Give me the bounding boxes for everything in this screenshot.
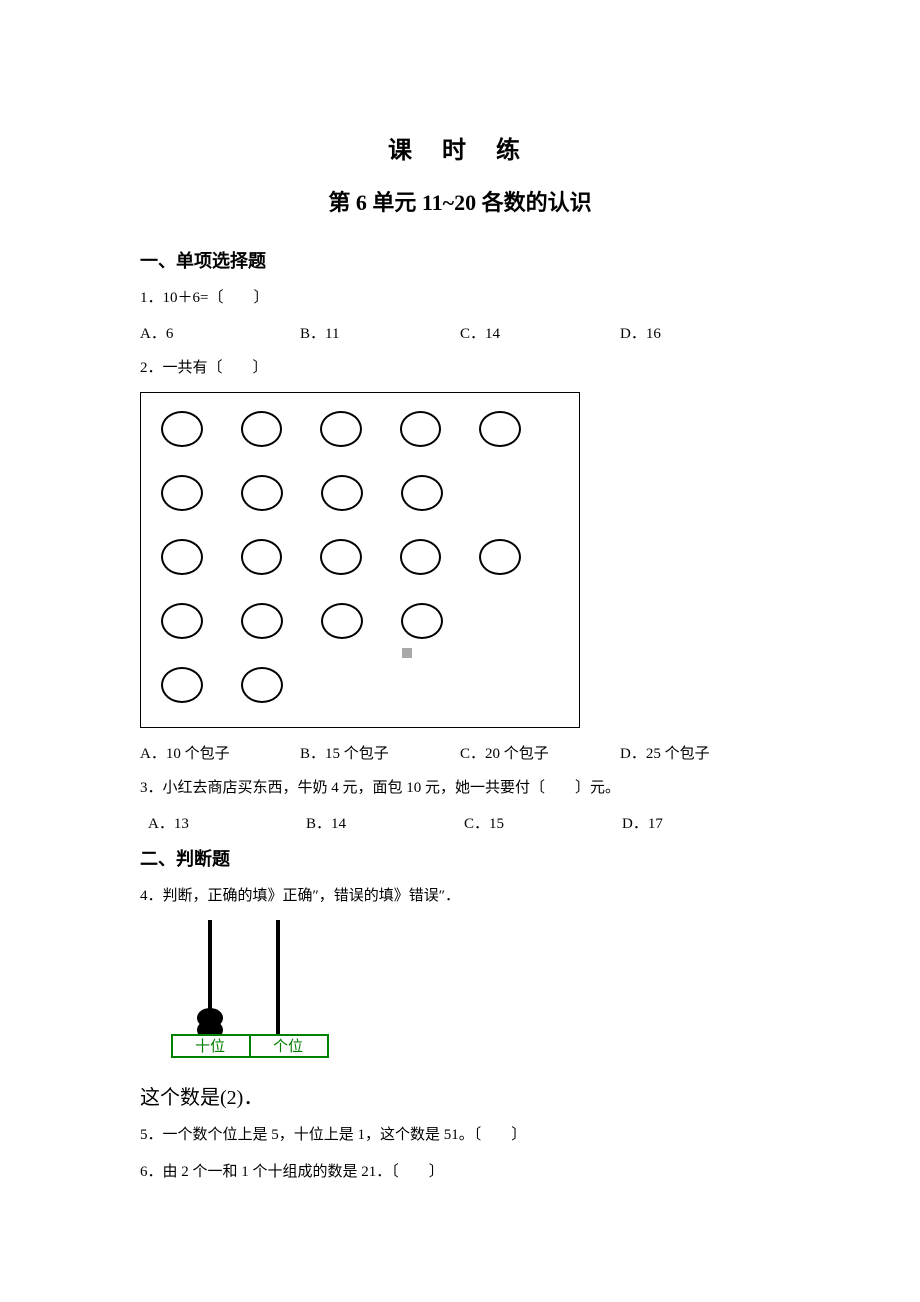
circle-icon xyxy=(161,475,203,511)
circles-row xyxy=(161,667,559,703)
q2-option-b: B．15 个包子 xyxy=(300,742,460,763)
q3-option-a: A．13 xyxy=(148,812,306,833)
question-4-answer: 这个数是(2)． xyxy=(140,1081,780,1110)
abacus-ones-label: 个位 xyxy=(273,1038,303,1055)
circle-icon xyxy=(320,411,362,447)
circle-icon xyxy=(241,539,283,575)
q2-option-a: A．10 个包子 xyxy=(140,742,300,763)
circles-row xyxy=(161,539,559,575)
title-main: 课 时 练 xyxy=(140,130,780,165)
question-5-text: 5．一个数个位上是 5，十位上是 1，这个数是 51。〔 〕 xyxy=(140,1122,780,1149)
q3-option-d: D．17 xyxy=(622,812,780,833)
question-6-text: 6．由 2 个一和 1 个十组成的数是 21．〔 〕 xyxy=(140,1159,780,1186)
question-2-options: A．10 个包子 B．15 个包子 C．20 个包子 D．25 个包子 xyxy=(140,742,780,763)
circle-icon xyxy=(241,475,283,511)
q3-option-b: B．14 xyxy=(306,812,464,833)
abacus-svg: 十位 个位 xyxy=(160,920,350,1060)
q1-option-c: C．14 xyxy=(460,322,620,343)
section-heading-2: 二、判断题 xyxy=(140,845,780,871)
circles-row xyxy=(161,411,559,447)
circle-icon xyxy=(320,539,362,575)
circle-icon xyxy=(161,539,203,575)
question-2-text: 2．一共有〔 〕 xyxy=(140,355,780,382)
circle-icon xyxy=(401,603,443,639)
circle-icon xyxy=(479,411,521,447)
circle-icon xyxy=(479,539,521,575)
circle-icon xyxy=(161,603,203,639)
circle-icon xyxy=(241,667,283,703)
q1-option-a: A．6 xyxy=(140,322,300,343)
marker-icon xyxy=(402,648,412,658)
circle-icon xyxy=(161,667,203,703)
circle-icon xyxy=(241,411,283,447)
q3-option-c: C．15 xyxy=(464,812,622,833)
question-3-options: A．13 B．14 C．15 D．17 xyxy=(140,812,780,833)
section-heading-1: 一、单项选择题 xyxy=(140,247,780,273)
abacus-tens-label: 十位 xyxy=(195,1038,225,1055)
q2-option-d: D．25 个包子 xyxy=(620,742,780,763)
circles-row xyxy=(161,603,559,639)
circle-icon xyxy=(321,475,363,511)
circle-icon xyxy=(400,539,442,575)
question-1-text: 1．10＋6=〔 〕 xyxy=(140,285,780,312)
circles-diagram xyxy=(140,392,580,728)
question-1-options: A．6 B．11 C．14 D．16 xyxy=(140,322,780,343)
circles-row xyxy=(161,475,559,511)
circle-icon xyxy=(401,475,443,511)
title-sub: 第 6 单元 11~20 各数的认识 xyxy=(140,185,780,217)
q2-option-c: C．20 个包子 xyxy=(460,742,620,763)
circle-icon xyxy=(400,411,442,447)
q1-option-b: B．11 xyxy=(300,322,460,343)
circle-icon xyxy=(241,603,283,639)
question-4-text: 4．判断，正确的填》正确″，错误的填》错误″． xyxy=(140,883,780,910)
question-3-text: 3．小红去商店买东西，牛奶 4 元，面包 10 元，她一共要付〔 〕元。 xyxy=(140,775,780,802)
q1-option-d: D．16 xyxy=(620,322,780,343)
circle-icon xyxy=(161,411,203,447)
circle-icon xyxy=(321,603,363,639)
abacus-diagram: 十位 个位 xyxy=(160,920,780,1065)
